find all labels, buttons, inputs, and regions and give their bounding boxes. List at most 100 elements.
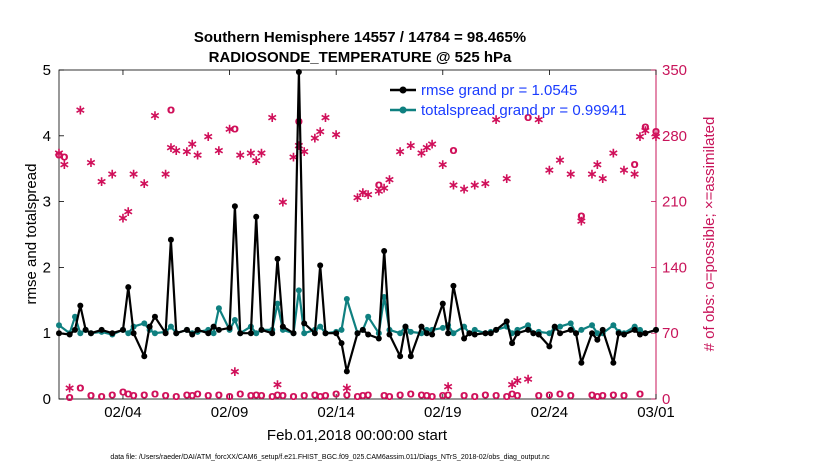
- assimilated-obs-marker: ∗: [586, 166, 598, 182]
- rmse-point: [450, 282, 457, 289]
- legend-rmse-label: rmse grand pr = 1.0545: [421, 82, 577, 99]
- spread-point: [381, 294, 388, 301]
- assimilated-obs-marker: ∗: [165, 140, 177, 156]
- y-right-tick-label: 350: [662, 62, 687, 79]
- possible-obs-marker: o: [268, 389, 276, 403]
- possible-obs-marker: o: [503, 389, 511, 403]
- rmse-point: [247, 330, 254, 337]
- rmse-point: [354, 330, 361, 337]
- assimilated-obs-marker: ∗: [245, 146, 257, 162]
- rmse-point: [514, 330, 521, 337]
- rmse-point: [205, 330, 212, 337]
- spread-point: [407, 328, 414, 335]
- assimilated-obs-marker: ∗: [117, 211, 129, 227]
- rmse-point: [615, 330, 622, 337]
- possible-obs-marker: o: [556, 386, 564, 400]
- rmse-point: [530, 330, 537, 337]
- assimilated-obs-marker: ∗: [469, 178, 481, 194]
- assimilated-obs-marker: ∗: [416, 146, 428, 162]
- possible-obs-marker: o: [593, 389, 601, 403]
- spread-point: [439, 324, 446, 331]
- rmse-point: [141, 353, 148, 360]
- possible-obs-marker: o: [444, 387, 452, 401]
- assimilated-obs-marker: ∗: [426, 136, 438, 152]
- possible-obs-marker: o: [375, 178, 383, 192]
- rmse-point: [82, 326, 89, 333]
- data-file-footnote: data file: /Users/raeder/DAI/ATM_forcXX/…: [110, 454, 550, 461]
- assimilated-obs-marker: ∗: [554, 152, 566, 168]
- possible-obs-marker: o: [631, 157, 639, 171]
- rmse-point: [386, 331, 393, 338]
- possible-obs-marker: o: [316, 389, 324, 403]
- rmse-point: [125, 284, 132, 291]
- assimilated-obs-marker: ∗: [64, 381, 76, 397]
- assimilated-obs-marker: ∗: [522, 371, 534, 387]
- rmse-point: [87, 330, 94, 337]
- assimilated-obs-marker: ∗: [357, 185, 369, 201]
- possible-obs-marker: o: [55, 148, 63, 162]
- possible-obs-marker: o: [225, 389, 233, 403]
- assimilated-obs-marker: ∗: [250, 153, 262, 169]
- rmse-point: [445, 330, 452, 337]
- y-right-tick-label: 70: [662, 325, 679, 342]
- x-tick-label: 02/19: [424, 404, 462, 421]
- spread-point: [343, 295, 350, 302]
- spread-point: [525, 322, 532, 329]
- possible-obs-marker: o: [652, 124, 660, 138]
- possible-obs-marker: o: [364, 387, 372, 401]
- possible-obs-marker: o: [167, 102, 175, 116]
- assimilated-obs-marker: ∗: [650, 129, 662, 145]
- y-left-tick-label: 0: [43, 391, 51, 408]
- rmse-point: [578, 359, 585, 366]
- spread-point: [274, 300, 281, 307]
- rmse-point: [631, 326, 638, 333]
- rmse-point: [621, 331, 628, 338]
- rmse-point: [301, 320, 308, 327]
- rmse-point: [173, 330, 180, 337]
- assimilated-obs-marker: ∗: [480, 176, 492, 192]
- x-axis-label: Feb.01,2018 00:00:00 start: [267, 427, 448, 444]
- spread-point: [589, 322, 596, 329]
- rmse-point: [322, 330, 329, 337]
- assimilated-obs-marker: ∗: [202, 129, 214, 145]
- possible-obs-marker: o: [636, 386, 644, 400]
- spread-point: [471, 326, 478, 333]
- assimilated-obs-marker: ∗: [181, 144, 193, 160]
- x-tick-label: 02/09: [211, 404, 249, 421]
- possible-obs-marker: o: [215, 387, 223, 401]
- spread-point: [578, 326, 585, 333]
- possible-obs-marker: o: [188, 388, 196, 402]
- y-left-tick-label: 4: [43, 128, 51, 145]
- spread-point: [167, 323, 174, 330]
- rmse-point: [439, 300, 446, 307]
- possible-obs-marker: o: [449, 143, 457, 157]
- rmse-point: [509, 340, 516, 347]
- possible-obs-marker: o: [535, 388, 543, 402]
- x-tick-label: 02/14: [317, 404, 355, 421]
- rmse-point: [290, 330, 297, 337]
- rmse-point: [493, 326, 500, 333]
- assimilated-obs-marker: ∗: [288, 149, 300, 165]
- possible-obs-marker: o: [273, 387, 281, 401]
- assimilated-obs-marker: ∗: [458, 181, 470, 197]
- y-right-tick-label: 210: [662, 194, 687, 211]
- legend-spread-label: totalspread grand pr = 0.99941: [421, 102, 627, 119]
- rmse-point: [151, 313, 158, 320]
- assimilated-obs-marker: ∗: [272, 377, 284, 393]
- possible-obs-marker: o: [428, 389, 436, 403]
- possible-obs-marker: o: [513, 388, 521, 402]
- possible-obs-marker: o: [130, 388, 138, 402]
- rmse-point: [365, 331, 372, 338]
- rmse-point: [535, 331, 542, 338]
- legend-rmse-marker: [399, 86, 407, 94]
- y-axis-right-label: # of obs: o=possible; ×=assimilated: [701, 117, 718, 352]
- possible-obs-marker: o: [66, 390, 74, 404]
- assimilated-obs-marker: ∗: [591, 157, 603, 173]
- rmse-point: [551, 323, 558, 330]
- possible-obs-marker: o: [119, 384, 127, 398]
- spread-point: [231, 317, 238, 324]
- assimilated-obs-marker: ∗: [341, 381, 353, 397]
- legend-spread-marker: [399, 106, 407, 114]
- possible-obs-marker: o: [609, 387, 617, 401]
- spread-point: [295, 287, 302, 294]
